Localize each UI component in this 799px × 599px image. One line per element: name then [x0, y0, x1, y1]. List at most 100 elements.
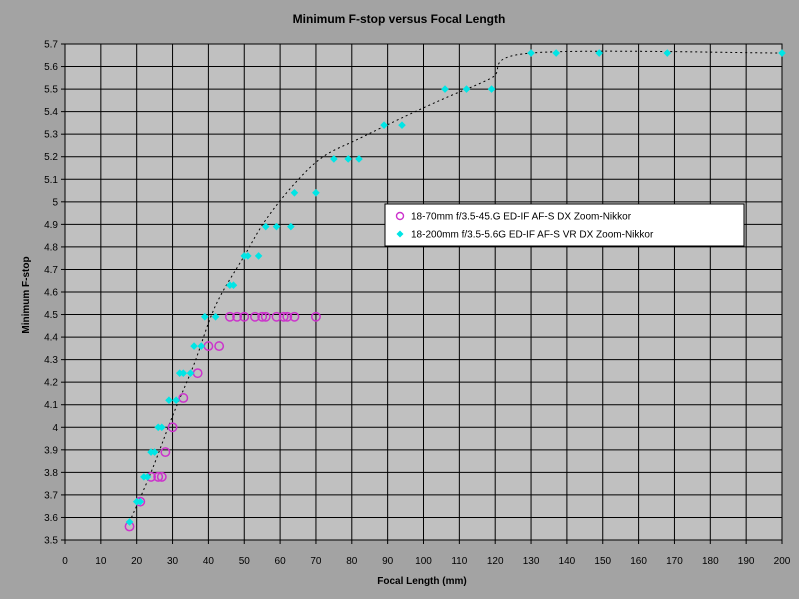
x-tick-label: 140: [559, 556, 576, 567]
data-point-18-200mm: [261, 222, 270, 231]
legend-label-18-200mm: 18-200mm f/3.5-5.6G ED-IF AF-S VR DX Zoo…: [411, 230, 654, 241]
data-point-18-200mm: [595, 49, 603, 57]
data-point-18-200mm: [186, 369, 195, 377]
data-point-18-70mm: [167, 422, 178, 433]
legend: 18-70mm f/3.5-45.G ED-IF AF-S DX Zoom-Ni…: [384, 203, 745, 247]
data-point-18-200mm: [552, 49, 560, 57]
data-point-18-200mm: [244, 252, 252, 260]
data-point-18-200mm: [330, 155, 338, 163]
data-point-18-200mm: [172, 396, 180, 405]
y-tick-label: 4.1: [44, 400, 58, 411]
y-tick-label: 5.7: [44, 40, 58, 51]
data-point-18-200mm: [778, 49, 786, 57]
data-point-18-200mm: [197, 342, 206, 350]
data-point-18-200mm: [179, 369, 188, 377]
data-point-18-200mm: [380, 121, 388, 129]
y-axis-title: Minimum F-stop: [21, 256, 32, 333]
y-tick-label: 3.7: [44, 490, 58, 501]
x-tick-label: 200: [774, 556, 791, 567]
x-tick-labels: 0 10 20 30 40 50 60 70 80 90 100 110 120 130 140 150 160…: [62, 556, 791, 567]
data-point-18-200mm: [201, 313, 209, 321]
data-point-18-200mm: [527, 49, 535, 57]
data-point-18-200mm: [355, 155, 363, 163]
data-point-18-70mm: [311, 311, 321, 322]
data-point-18-70mm: [250, 311, 260, 322]
x-tick-label: 10: [95, 556, 107, 567]
x-tick-label: 30: [167, 556, 179, 567]
data-point-18-70mm: [278, 311, 289, 322]
y-tick-label: 5.1: [44, 175, 58, 186]
data-point-18-200mm: [157, 423, 166, 432]
data-point-18-200mm: [663, 49, 672, 57]
y-tick-label: 3.9: [44, 445, 58, 456]
legend-box: [384, 203, 745, 247]
x-tick-label: 180: [702, 556, 719, 567]
data-point-18-70mm: [257, 311, 268, 322]
legend-marker-18-200mm: [396, 230, 404, 238]
data-point-18-200mm: [441, 85, 449, 93]
data-point-18-70mm: [153, 471, 164, 482]
data-point-18-70mm: [232, 311, 243, 322]
data-point-18-200mm: [125, 518, 134, 526]
data-point-18-200mm: [487, 85, 496, 93]
x-tick-label: 120: [487, 556, 504, 567]
x-tick-label: 170: [666, 556, 683, 567]
series-18-200mm: [125, 49, 786, 526]
y-tick-label: 4: [52, 423, 58, 434]
y-tick-label: 4.6: [44, 288, 58, 299]
data-point-18-70mm: [224, 311, 235, 322]
y-tick-label: 5.2: [44, 152, 58, 163]
y-tick-labels: 3.5 3.6 3.7 3.8 3.9 4 4.1 4.2 4.3 4.4 4.5 4.6 4.7 4.8…: [44, 40, 58, 547]
x-tick-label: 20: [131, 556, 143, 567]
y-tick-label: 4.9: [44, 220, 58, 231]
y-tick-label: 5: [52, 197, 58, 208]
y-tick-label: 3.6: [44, 513, 58, 524]
data-point-18-70mm: [178, 393, 189, 403]
x-tick-label: 130: [523, 556, 540, 567]
chart-title: Minimum F-stop versus Focal Length: [293, 12, 506, 26]
y-tick-label: 4.5: [44, 310, 58, 321]
data-point-18-70mm: [271, 311, 282, 322]
x-axis-title: Focal Length (mm): [377, 576, 466, 587]
y-tick-label: 3.8: [44, 468, 58, 479]
data-point-18-70mm: [289, 311, 300, 322]
y-tick-label: 5.6: [44, 62, 58, 73]
y-tick-label: 4.3: [44, 355, 58, 366]
data-point-18-200mm: [344, 155, 353, 163]
data-point-18-70mm: [156, 471, 167, 482]
y-tick-label: 5.3: [44, 130, 58, 141]
x-tick-label: 0: [62, 556, 68, 567]
data-point-18-70mm: [160, 447, 171, 458]
x-tick-label: 100: [415, 556, 432, 567]
x-tick-label: 80: [346, 556, 358, 567]
x-tick-label: 190: [738, 556, 755, 567]
data-point-18-200mm: [272, 222, 281, 231]
data-point-18-200mm: [462, 85, 471, 93]
data-point-18-200mm: [143, 473, 152, 481]
x-tick-label: 70: [310, 556, 322, 567]
x-gridlines: [64, 44, 783, 544]
data-point-18-70mm: [239, 311, 250, 322]
x-tick-label: 60: [275, 556, 287, 567]
legend-marker-18-70mm: [395, 211, 405, 221]
data-point-18-200mm: [136, 497, 145, 506]
data-point-18-200mm: [398, 121, 406, 129]
data-point-18-200mm: [165, 396, 173, 405]
y-tick-label: 3.5: [44, 536, 58, 547]
y-tick-label: 4.7: [44, 265, 58, 276]
x-tick-label: 160: [630, 556, 647, 567]
data-point-18-200mm: [254, 252, 263, 260]
data-point-18-200mm: [287, 222, 295, 231]
data-point-18-200mm: [190, 342, 198, 350]
x-tick-label: 90: [382, 556, 394, 567]
legend-label-18-70mm: 18-70mm f/3.5-45.G ED-IF AF-S DX Zoom-Ni…: [411, 212, 632, 223]
y-tick-label: 4.4: [44, 333, 58, 344]
data-point-18-70mm: [282, 311, 293, 322]
y-tick-label: 4.2: [44, 378, 58, 389]
data-point-18-200mm: [229, 281, 238, 290]
data-point-18-200mm: [290, 189, 299, 197]
data-point-18-70mm: [214, 341, 225, 352]
x-tick-label: 110: [451, 556, 467, 567]
x-tick-label: 50: [239, 556, 251, 567]
